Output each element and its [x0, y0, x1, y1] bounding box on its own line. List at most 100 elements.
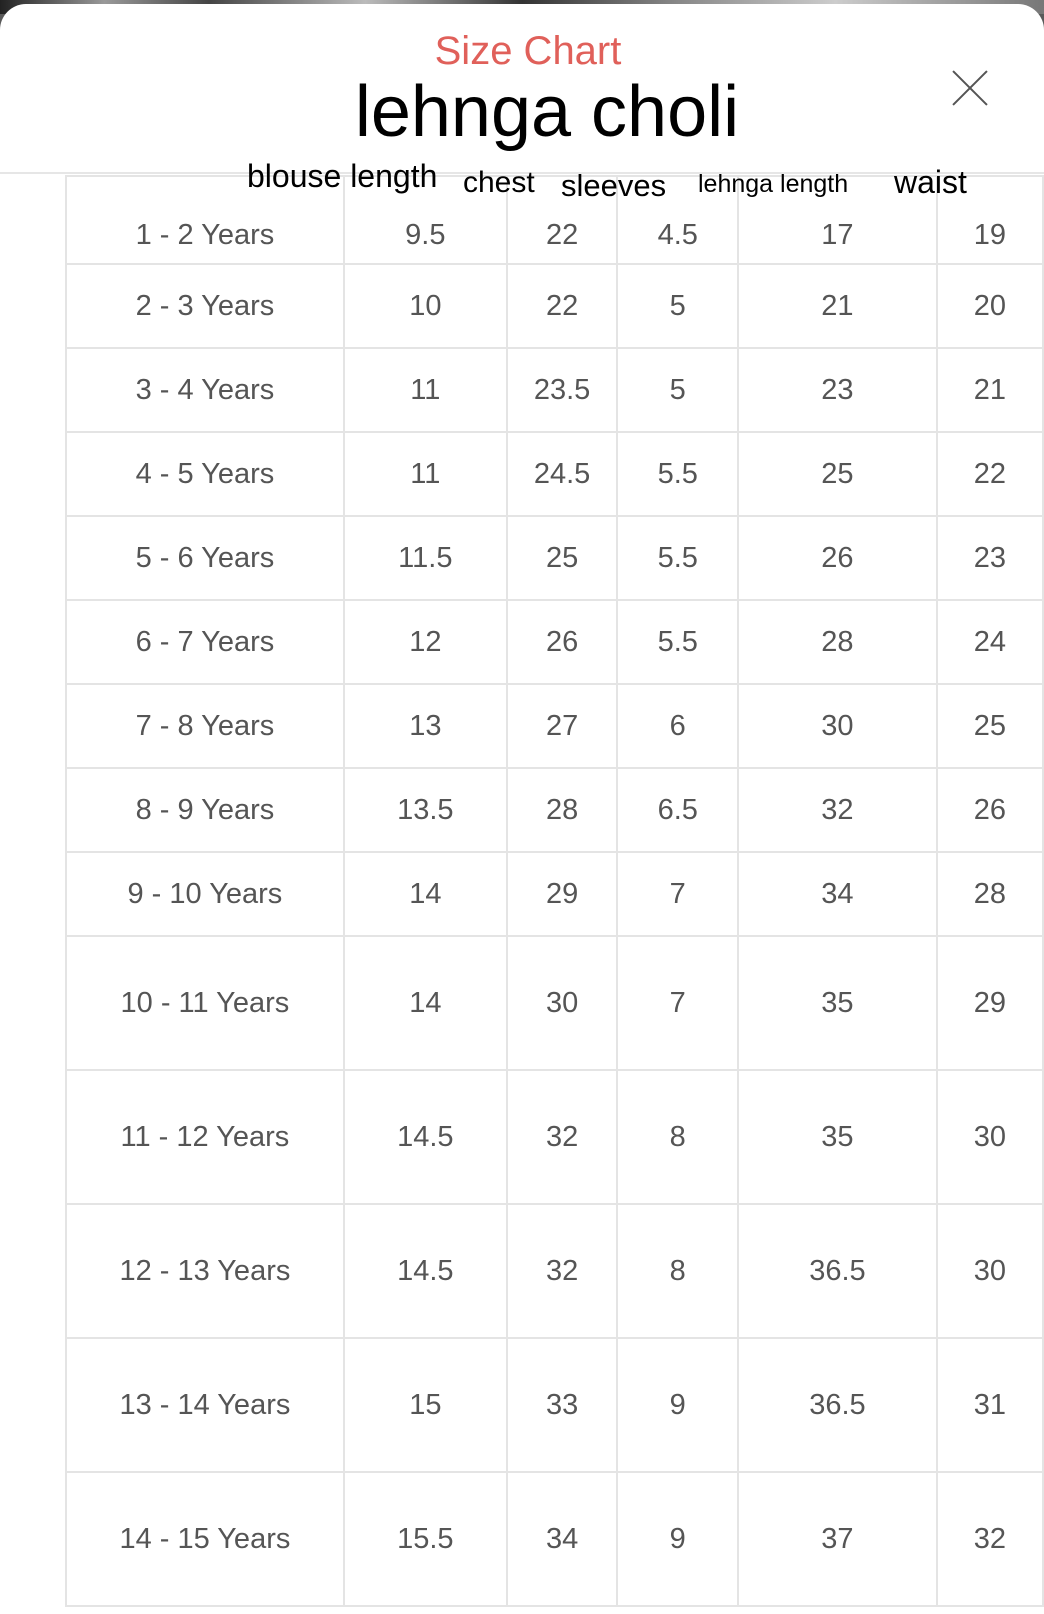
- table-row: 9 - 10 Years 14 29 7 34 28: [65, 851, 1044, 937]
- table-row: 10 - 11 Years 14 30 7 35 29: [65, 935, 1044, 1071]
- measurement-cell: 36.5: [737, 1203, 938, 1339]
- measurement-cell: 25: [737, 431, 938, 517]
- measurement-cell: 19: [935, 175, 1044, 265]
- measurement-cell: 30: [737, 683, 938, 769]
- measurement-cell: 5.5: [616, 431, 740, 517]
- table-row: 5 - 6 Years 11.5 25 5.5 26 23: [65, 515, 1044, 601]
- age-cell: 11 - 12 Years: [65, 1069, 345, 1205]
- measurement-cell: 6: [616, 683, 740, 769]
- modal-title: Size Chart: [434, 29, 622, 73]
- measurement-cell: 23: [935, 515, 1044, 601]
- column-label-sleeves: sleeves: [561, 168, 667, 203]
- measurement-cell: 14: [342, 851, 508, 937]
- age-cell: 14 - 15 Years: [65, 1471, 345, 1607]
- measurement-cell: 14.5: [342, 1203, 508, 1339]
- column-label-lehnga-length: lehnga length: [698, 170, 849, 198]
- measurement-cell: 25: [935, 683, 1044, 769]
- measurement-cell: 15.5: [342, 1471, 508, 1607]
- measurement-cell: 7: [616, 935, 740, 1071]
- measurement-cell: 22: [935, 431, 1044, 517]
- header-divider: [0, 172, 1044, 174]
- column-label-blouse-length: blouse length: [247, 158, 438, 194]
- measurement-cell: 15: [342, 1337, 508, 1473]
- measurement-cell: 28: [935, 851, 1044, 937]
- measurement-cell: 35: [737, 935, 938, 1071]
- measurement-cell: 28: [505, 767, 619, 853]
- measurement-cell: 24: [935, 599, 1044, 685]
- age-cell: 2 - 3 Years: [65, 263, 345, 349]
- measurement-cell: 22: [505, 175, 619, 265]
- table-row: 14 - 15 Years 15.5 34 9 37 32: [65, 1471, 1044, 1607]
- measurement-cell: 10: [342, 263, 508, 349]
- measurement-cell: 17: [737, 175, 938, 265]
- measurement-cell: 5: [616, 347, 740, 433]
- size-chart-modal: Size Chart 1 - 2 Years 9.5 22 4.5 17 19 2 - 3 …: [0, 4, 1044, 1614]
- measurement-cell: 20: [935, 263, 1044, 349]
- table-row: 12 - 13 Years 14.5 32 8 36.5 30: [65, 1203, 1044, 1339]
- measurement-cell: 26: [505, 599, 619, 685]
- measurement-cell: 23.5: [505, 347, 619, 433]
- table-row: 3 - 4 Years 11 23.5 5 23 21: [65, 347, 1044, 433]
- measurement-cell: 14.5: [342, 1069, 508, 1205]
- measurement-cell: 33: [505, 1337, 619, 1473]
- measurement-cell: 8: [616, 1203, 740, 1339]
- table-row: 8 - 9 Years 13.5 28 6.5 32 26: [65, 767, 1044, 853]
- table-row: 1 - 2 Years 9.5 22 4.5 17 19: [65, 175, 1044, 265]
- measurement-cell: 5.5: [616, 515, 740, 601]
- column-label-chest: chest: [463, 166, 535, 199]
- measurement-cell: 8: [616, 1069, 740, 1205]
- measurement-cell: 35: [737, 1069, 938, 1205]
- table-row: 6 - 7 Years 12 26 5.5 28 24: [65, 599, 1044, 685]
- measurement-cell: 4.5: [616, 175, 740, 265]
- table-row: 7 - 8 Years 13 27 6 30 25: [65, 683, 1044, 769]
- measurement-cell: 32: [505, 1069, 619, 1205]
- measurement-cell: 13.5: [342, 767, 508, 853]
- measurement-cell: 14: [342, 935, 508, 1071]
- table-row: 13 - 14 Years 15 33 9 36.5 31: [65, 1337, 1044, 1473]
- measurement-cell: 11: [342, 431, 508, 517]
- measurement-cell: 29: [505, 851, 619, 937]
- measurement-cell: 22: [505, 263, 619, 349]
- measurement-cell: 9: [616, 1471, 740, 1607]
- measurement-cell: 34: [737, 851, 938, 937]
- table-row: 11 - 12 Years 14.5 32 8 35 30: [65, 1069, 1044, 1205]
- table-row: 2 - 3 Years 10 22 5 21 20: [65, 263, 1044, 349]
- age-cell: 5 - 6 Years: [65, 515, 345, 601]
- measurement-cell: 6.5: [616, 767, 740, 853]
- measurement-cell: 5: [616, 263, 740, 349]
- measurement-cell: 26: [737, 515, 938, 601]
- measurement-cell: 30: [935, 1069, 1044, 1205]
- overlay-product-title: lehnga choli: [354, 72, 740, 152]
- measurement-cell: 5.5: [616, 599, 740, 685]
- measurement-cell: 9: [616, 1337, 740, 1473]
- measurement-cell: 34: [505, 1471, 619, 1607]
- measurement-cell: 23: [737, 347, 938, 433]
- age-cell: 3 - 4 Years: [65, 347, 345, 433]
- age-cell: 6 - 7 Years: [65, 599, 345, 685]
- measurement-cell: 32: [505, 1203, 619, 1339]
- age-cell: 8 - 9 Years: [65, 767, 345, 853]
- measurement-cell: 31: [935, 1337, 1044, 1473]
- measurement-cell: 30: [505, 935, 619, 1071]
- column-label-waist: waist: [894, 164, 967, 200]
- measurement-cell: 12: [342, 599, 508, 685]
- measurement-cell: 26: [935, 767, 1044, 853]
- age-cell: 1 - 2 Years: [65, 175, 345, 265]
- measurement-cell: 25: [505, 515, 619, 601]
- measurement-cell: 13: [342, 683, 508, 769]
- measurement-cell: 11.5: [342, 515, 508, 601]
- age-cell: 13 - 14 Years: [65, 1337, 345, 1473]
- age-cell: 4 - 5 Years: [65, 431, 345, 517]
- measurement-cell: 29: [935, 935, 1044, 1071]
- measurement-cell: 30: [935, 1203, 1044, 1339]
- size-table: 1 - 2 Years 9.5 22 4.5 17 19 2 - 3 Years 10 22 5 2…: [65, 175, 1044, 1607]
- measurement-cell: 21: [737, 263, 938, 349]
- age-cell: 10 - 11 Years: [65, 935, 345, 1071]
- age-cell: 9 - 10 Years: [65, 851, 345, 937]
- age-cell: 7 - 8 Years: [65, 683, 345, 769]
- measurement-cell: 27: [505, 683, 619, 769]
- measurement-cell: 37: [737, 1471, 938, 1607]
- measurement-cell: 36.5: [737, 1337, 938, 1473]
- table-row: 4 - 5 Years 11 24.5 5.5 25 22: [65, 431, 1044, 517]
- measurement-cell: 21: [935, 347, 1044, 433]
